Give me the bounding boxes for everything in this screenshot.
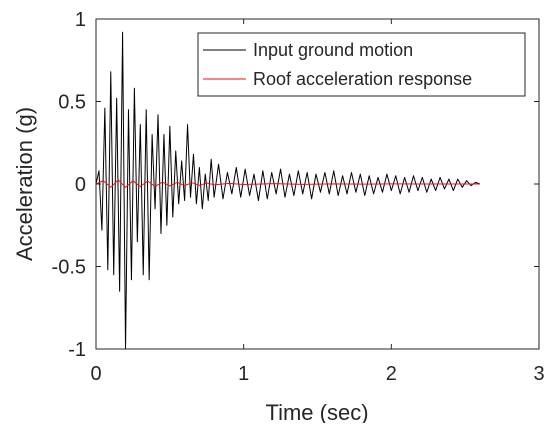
x-tick-label: 3 (533, 363, 544, 385)
x-tick-label: 2 (386, 363, 397, 385)
series-line-0 (95, 31, 481, 350)
y-axis: -1 -0.5 0 0.5 1 (52, 9, 539, 361)
y-tick-label: 0 (75, 174, 86, 196)
legend-label-roof-acceleration-response: Roof acceleration response (253, 69, 472, 89)
y-tick-label: 0.5 (58, 92, 86, 114)
series-line-1 (95, 179, 480, 188)
legend-box (197, 32, 526, 97)
y-axis-title: Acceleration (g) (12, 107, 37, 261)
y-tick-label: 1 (75, 9, 86, 31)
y-tick-label: -0.5 (52, 257, 86, 279)
x-tick-label: 1 (238, 363, 249, 385)
y-tick-label: -1 (68, 339, 86, 361)
x-axis: 0 1 2 3 (90, 19, 544, 385)
series-layer (95, 31, 481, 350)
legend-label-input-ground-motion: Input ground motion (253, 40, 413, 60)
x-axis-title: Time (sec) (265, 400, 368, 423)
legend: Input ground motion Roof acceleration re… (197, 32, 526, 97)
x-tick-label: 0 (90, 363, 101, 385)
